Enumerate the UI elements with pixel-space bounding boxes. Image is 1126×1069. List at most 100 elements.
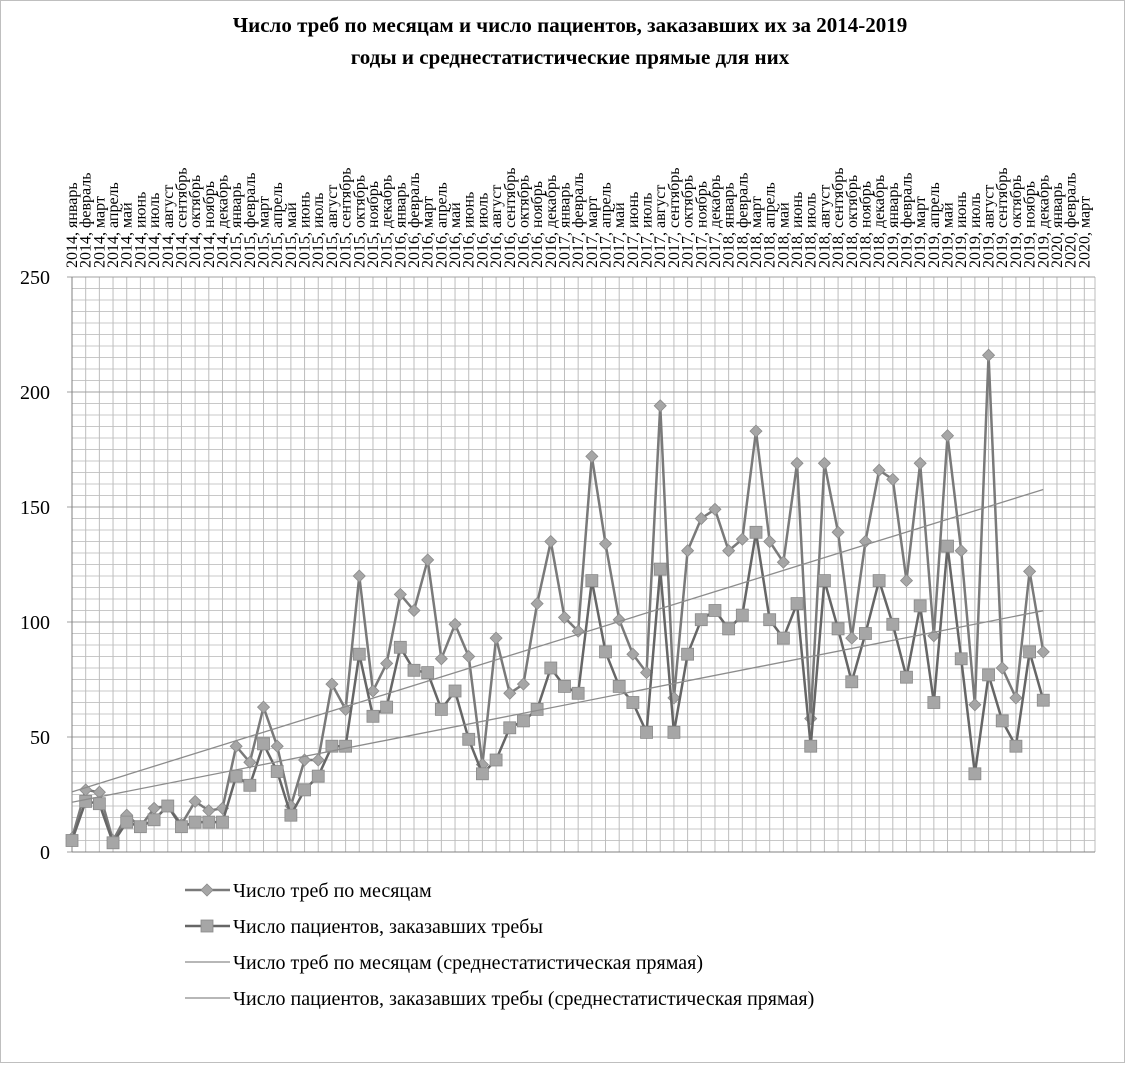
x-tick-label: 2015, сентябрь: [338, 167, 355, 268]
square-marker: [243, 778, 257, 792]
x-tick-label: 2015, февраль: [242, 172, 259, 268]
y-tick-label: 50: [30, 727, 50, 749]
diamond-marker: [188, 794, 202, 808]
square-marker: [106, 836, 120, 850]
diamond-marker: [626, 647, 640, 661]
square-marker: [585, 574, 599, 587]
square-marker: [982, 668, 995, 682]
diamond-marker: [380, 656, 394, 670]
diamond-marker: [516, 677, 531, 691]
x-tick-label: 2014, декабрь: [214, 175, 231, 268]
square-marker: [298, 783, 311, 797]
x-tick-label: 2019, февраль: [898, 172, 915, 268]
square-marker: [133, 820, 147, 834]
square-marker: [913, 599, 927, 613]
square-marker: [462, 732, 476, 746]
diamond-marker: [489, 631, 503, 645]
x-tick-label: 2018, февраль: [734, 172, 751, 268]
diamond-marker: [503, 686, 517, 700]
x-tick-label: 2019, апрель: [926, 182, 943, 268]
square-marker: [120, 815, 134, 829]
square-marker: [954, 652, 968, 666]
x-tick-label: 2019, ноябрь: [1022, 181, 1039, 268]
square-marker: [175, 820, 188, 834]
diamond-marker: [817, 456, 831, 470]
x-tick-label: 2015, апрель: [269, 182, 286, 268]
diamond-marker: [749, 424, 763, 438]
square-marker: [147, 813, 161, 827]
square-marker: [229, 769, 243, 783]
square-marker: [571, 686, 585, 700]
diamond-marker: [981, 348, 996, 362]
x-tick-label: 2019, декабрь: [1035, 175, 1052, 268]
square-marker: [1009, 739, 1023, 753]
x-tick-label: 2014, октябрь: [187, 175, 204, 268]
diamond-marker: [968, 698, 982, 712]
square-marker: [995, 714, 1009, 728]
square-marker: [612, 680, 626, 693]
x-tick-label: 2016, апрель: [433, 182, 450, 268]
diamond-marker: [585, 449, 599, 463]
x-tick-label: 2017, октябрь: [680, 175, 697, 268]
square-marker: [694, 613, 708, 627]
diamond-marker: [1009, 691, 1023, 705]
x-tick-label: 2017, февраль: [570, 172, 587, 268]
diamond-marker: [544, 534, 558, 549]
x-tick-label: 2016, июнь: [461, 192, 478, 268]
diamond-marker: [913, 456, 927, 470]
x-tick-label: 2015, август: [324, 185, 341, 268]
diamond-marker: [434, 652, 448, 666]
x-tick-label: 2018, декабрь: [871, 175, 888, 268]
trend-line: [71, 488, 1044, 793]
diamond-marker: [393, 587, 407, 601]
square-marker: [859, 627, 872, 640]
y-tick-label: 200: [20, 382, 50, 404]
square-marker: [763, 613, 777, 627]
x-tick-label: 2016, март: [420, 196, 437, 268]
diamond-marker: [776, 555, 790, 569]
diamond-marker: [325, 677, 339, 691]
x-tick-label: 2018, июль: [803, 193, 820, 268]
square-marker: [366, 709, 380, 723]
square-marker: [92, 797, 106, 811]
square-marker: [65, 834, 79, 847]
diamond-marker: [256, 700, 271, 714]
y-tick-label: 150: [20, 497, 50, 519]
square-marker: [380, 700, 394, 714]
diamond-marker: [1023, 564, 1037, 578]
y-tick-label: 250: [20, 267, 50, 289]
square-marker: [200, 919, 214, 933]
diamond-marker: [462, 649, 476, 664]
x-tick-label: 2018, март: [748, 196, 765, 268]
x-tick-label: 2019, октябрь: [1008, 175, 1025, 268]
diamond-marker: [940, 429, 955, 443]
square-marker: [517, 714, 530, 728]
diamond-marker: [831, 525, 845, 539]
square-marker: [818, 574, 831, 587]
square-marker: [735, 608, 749, 622]
square-marker: [640, 726, 653, 739]
square-marker: [900, 670, 913, 684]
square-marker: [257, 737, 270, 751]
chart-title: Число треб по месяцам и число пациентов,…: [233, 13, 908, 37]
square-marker: [681, 647, 694, 661]
x-tick-label: 2016, сентябрь: [502, 167, 519, 268]
x-tick-label: 2014, апрель: [105, 182, 122, 268]
square-marker: [558, 680, 571, 693]
series-line: [70, 532, 1045, 846]
x-tick-label: 2020, март: [1076, 196, 1093, 268]
square-marker: [667, 726, 681, 739]
x-tick-label: 2019, июнь: [953, 192, 970, 268]
x-tick-label: 2018, апрель: [762, 182, 779, 268]
square-marker: [927, 696, 941, 709]
square-marker: [776, 631, 790, 645]
diamond-marker: [598, 537, 613, 551]
x-tick-label: 2019, август: [981, 185, 998, 268]
x-tick-label: 2017, август: [652, 185, 669, 268]
x-tick-label: 2019, июль: [967, 193, 984, 268]
x-tick-label: 2018, июнь: [789, 192, 806, 268]
x-tick-label: 2018, январь: [721, 182, 738, 268]
x-tick-label: 2018, октябрь: [844, 175, 861, 268]
